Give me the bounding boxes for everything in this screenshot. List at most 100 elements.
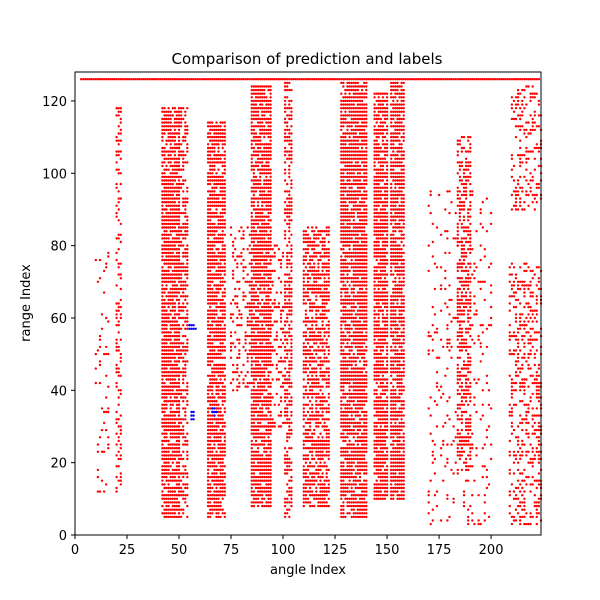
data-point [256, 201, 260, 204]
data-point [304, 284, 308, 287]
data-point [161, 425, 164, 428]
data-point [269, 135, 272, 139]
data-point [250, 161, 253, 164]
data-point [211, 504, 214, 508]
data-point [169, 479, 172, 482]
data-point [311, 472, 314, 475]
data-point [182, 428, 185, 432]
data-point [290, 320, 293, 323]
data-point [221, 465, 224, 468]
data-point [317, 410, 320, 414]
data-point [256, 371, 260, 374]
data-point [327, 262, 330, 265]
data-point [265, 273, 268, 276]
data-point [269, 472, 272, 475]
data-point [315, 454, 318, 457]
data-point [317, 287, 320, 291]
data-point [283, 512, 287, 515]
data-point [211, 428, 214, 432]
data-point [259, 230, 262, 233]
data-point [371, 78, 374, 81]
data-point [163, 327, 166, 330]
data-point [213, 204, 216, 207]
data-point [263, 356, 266, 359]
data-point [215, 255, 218, 258]
data-point [221, 280, 224, 283]
data-point [288, 298, 291, 302]
data-point [217, 251, 220, 255]
data-point [219, 273, 222, 276]
data-point [171, 298, 174, 302]
data-point [348, 215, 351, 218]
data-point [342, 352, 345, 356]
data-point [315, 410, 318, 414]
data-point [290, 432, 293, 435]
data-point [327, 324, 330, 327]
data-point [211, 78, 214, 81]
data-point [263, 461, 266, 464]
data-point [165, 360, 168, 363]
data-point [350, 240, 353, 244]
data-point [211, 486, 214, 490]
data-point [217, 204, 220, 207]
data-point [182, 324, 185, 327]
data-point [215, 154, 218, 157]
data-point [350, 291, 353, 294]
data-point [308, 378, 312, 381]
data-point [263, 273, 266, 276]
data-point [508, 78, 511, 81]
data-point [315, 309, 318, 312]
data-point [313, 504, 316, 508]
data-point [256, 352, 260, 356]
data-point [217, 255, 220, 258]
data-point [265, 204, 268, 207]
data-point [223, 331, 226, 334]
data-point [304, 78, 308, 81]
data-point [267, 161, 270, 164]
data-point [177, 146, 181, 150]
data-point [261, 78, 264, 81]
data-point [354, 504, 357, 508]
data-point [286, 468, 289, 472]
data-point [177, 345, 181, 349]
data-point [254, 378, 258, 381]
data-point [321, 269, 324, 273]
data-point [535, 78, 538, 81]
data-point [286, 320, 289, 323]
data-point [186, 251, 189, 255]
data-point [219, 251, 222, 255]
data-point [313, 266, 316, 269]
data-point [350, 277, 353, 280]
data-point [250, 291, 253, 294]
data-point [269, 197, 272, 200]
data-point [340, 269, 343, 273]
data-point [344, 182, 347, 186]
data-point [265, 85, 268, 88]
data-point [269, 273, 272, 276]
data-point [167, 298, 170, 302]
data-point [288, 78, 291, 81]
data-point [182, 360, 185, 363]
data-point [290, 381, 293, 385]
data-point [169, 418, 172, 421]
data-point [182, 237, 185, 240]
data-point [354, 410, 357, 414]
data-point [267, 201, 270, 204]
data-point [342, 182, 345, 186]
data-point [263, 201, 266, 204]
data-point [209, 443, 212, 446]
data-point [182, 226, 185, 229]
data-point [350, 309, 353, 312]
data-point [269, 190, 272, 193]
data-point [269, 99, 272, 103]
data-point [173, 135, 177, 139]
data-point [279, 78, 283, 81]
data-point [288, 309, 291, 312]
data-point [350, 385, 353, 388]
data-point [221, 193, 224, 197]
data-point [346, 269, 349, 273]
data-point [283, 305, 287, 309]
data-point [342, 501, 345, 504]
data-point [352, 96, 355, 99]
data-point [254, 125, 258, 128]
